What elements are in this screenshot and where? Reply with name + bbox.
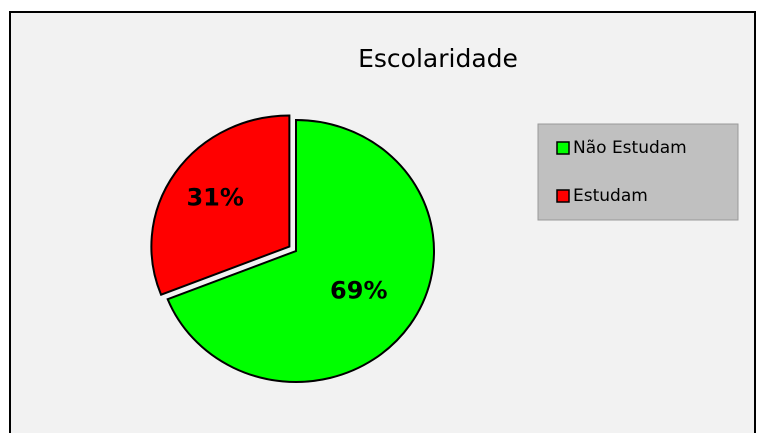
pie-slice: [166, 118, 435, 383]
pie-slice: [150, 114, 291, 297]
legend-swatch: [556, 189, 570, 203]
chart-title: Escolaridade: [358, 44, 518, 73]
legend-label: Estudam: [573, 186, 648, 206]
legend-label: Não Estudam: [573, 138, 687, 158]
data-label: 69%: [330, 276, 387, 304]
legend-swatch: [556, 141, 570, 155]
legend-box: [537, 123, 739, 221]
data-label: 31%: [186, 184, 243, 212]
